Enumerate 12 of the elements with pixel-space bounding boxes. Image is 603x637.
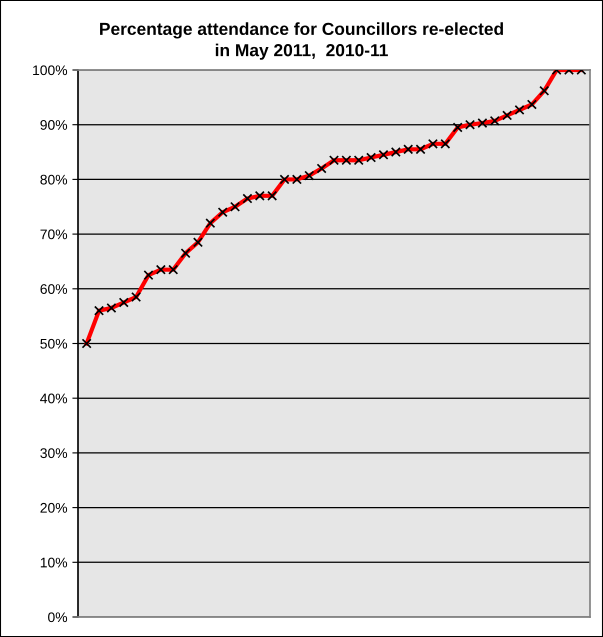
y-tick-label: 90% xyxy=(40,120,68,130)
y-tick-label: 10% xyxy=(40,558,68,568)
y-tick-label: 100% xyxy=(33,65,68,76)
y-tick-label: 60% xyxy=(40,284,68,294)
y-tick-label: 20% xyxy=(40,502,68,513)
chart-title: Percentage attendance for Councillors re-elected in May 2011, 2010-11 xyxy=(100,22,503,60)
y-tick-label: 30% xyxy=(40,448,68,458)
y-tick-label: 40% xyxy=(40,394,68,404)
y-tick-label: 0% xyxy=(48,612,68,622)
y-tick-label: 80% xyxy=(40,174,68,185)
y-tick-label: 70% xyxy=(40,229,68,240)
y-tick-label: 50% xyxy=(40,338,68,349)
